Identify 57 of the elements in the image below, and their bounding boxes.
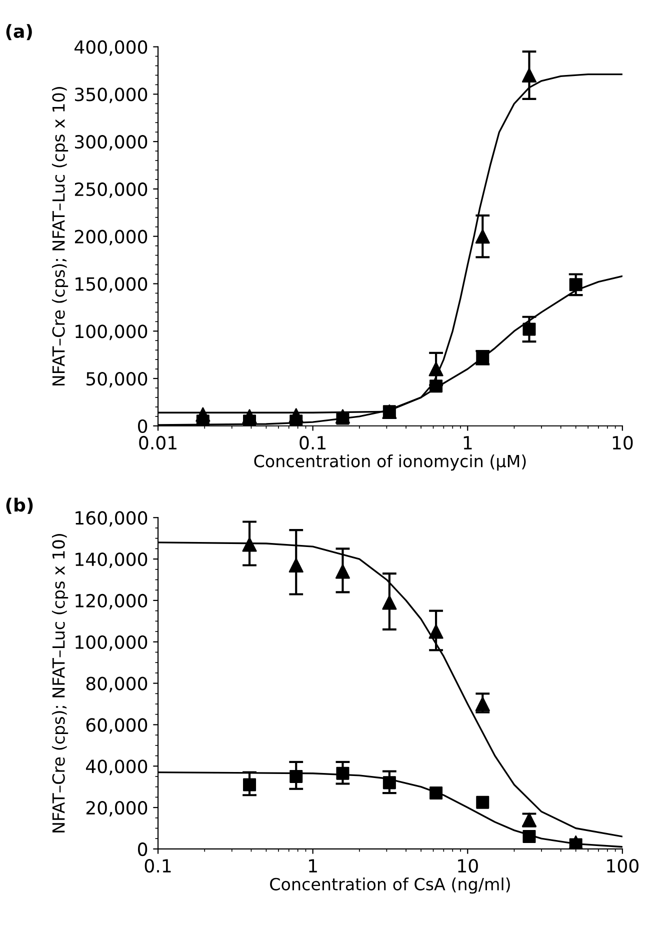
y-tick-label: 100,000 xyxy=(76,635,148,651)
point xyxy=(428,362,444,376)
y-tick-label: 80,000 xyxy=(86,676,148,692)
point xyxy=(336,766,350,780)
y-tick-label: 120,000 xyxy=(76,594,148,610)
chart-title: (a) xyxy=(6,24,32,40)
point xyxy=(476,796,490,809)
x-tick-label: 1 xyxy=(309,859,317,872)
point xyxy=(242,537,257,552)
y-tick-label: 160,000 xyxy=(76,511,148,527)
chart-title: (b) xyxy=(6,498,33,514)
x-tick-label: 0.1 xyxy=(300,436,326,450)
point xyxy=(475,229,490,244)
y-tick-label: 400,000 xyxy=(74,40,148,56)
point xyxy=(430,380,443,393)
x-tick-label: 0.1 xyxy=(144,858,171,873)
point xyxy=(288,558,304,573)
point xyxy=(569,278,582,292)
point xyxy=(522,68,537,83)
x-axis-title: Concentration of ionomycin (µM) xyxy=(254,454,526,471)
y-tick-label: 0 xyxy=(138,419,148,433)
point xyxy=(475,696,490,712)
y-tick-label: 300,000 xyxy=(75,135,148,151)
y-tick-label: 20,000 xyxy=(86,800,148,816)
y-tick-label: 60,000 xyxy=(86,718,148,734)
x-tick-label: 100 xyxy=(607,858,638,873)
x-axis-title: Concentration of CsA (ng/ml) xyxy=(270,878,510,894)
x-tick-label: 0.01 xyxy=(139,436,176,450)
y-tick-label: 250,000 xyxy=(74,182,148,198)
y-tick-label: 100,000 xyxy=(76,324,148,340)
point xyxy=(569,838,582,849)
x-tick-label: 10 xyxy=(612,436,633,450)
y-tick-label: 200,000 xyxy=(74,230,148,246)
point xyxy=(290,414,303,426)
y-tick-label: 50,000 xyxy=(86,372,148,388)
y-tick-label: 140,000 xyxy=(76,552,148,568)
point xyxy=(430,786,443,800)
y-axis-title: NFAT–Cre (cps); NFAT–Luc (cps x 10) xyxy=(52,87,68,386)
y-tick-label: 0 xyxy=(138,842,148,856)
y-tick-label: 350,000 xyxy=(75,88,148,104)
y-axis-title: NFAT–Cre (cps); NFAT–Luc (cps x 10) xyxy=(52,534,68,832)
point xyxy=(243,414,256,426)
point xyxy=(428,624,444,639)
x-tick-label: 10 xyxy=(458,858,478,873)
point xyxy=(290,770,303,783)
point xyxy=(382,595,397,610)
point xyxy=(336,412,350,425)
point xyxy=(196,414,210,426)
point xyxy=(382,405,396,418)
x-tick-label: 1 xyxy=(464,436,472,450)
point xyxy=(335,564,350,579)
y-tick-label: 40,000 xyxy=(86,760,148,776)
point xyxy=(382,776,396,790)
y-tick-label: 150,000 xyxy=(76,277,148,293)
point xyxy=(522,830,536,844)
point xyxy=(243,778,256,792)
point xyxy=(522,322,536,336)
